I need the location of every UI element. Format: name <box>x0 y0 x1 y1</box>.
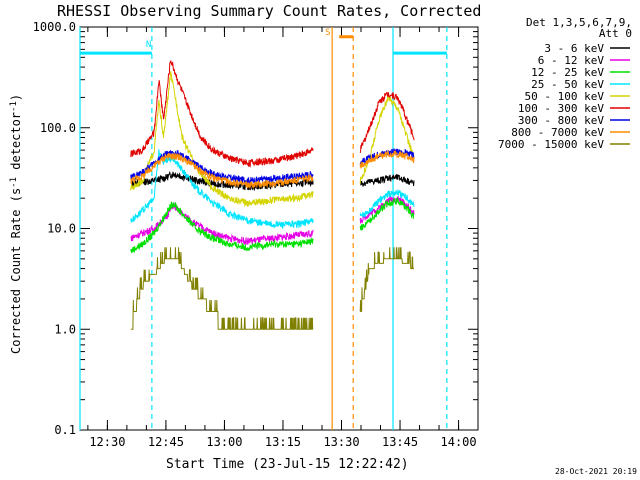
series-line-100-300- <box>130 60 314 168</box>
y-label-part1: Corrected Count Rate (s <box>9 188 23 354</box>
x-tick-label: 13:30 <box>323 435 359 449</box>
marker-label: N <box>146 40 151 50</box>
series-line-50-100- <box>130 71 314 208</box>
marker-lines: NS <box>79 27 448 430</box>
y-axis-label: Corrected Count Rate (s-1 detector-1) <box>9 94 23 354</box>
series-line-100-300- <box>359 91 415 154</box>
series-line-12-25- <box>359 197 415 231</box>
series-line-7000-15000- <box>130 247 314 330</box>
legend-header-line: Det 1,3,5,6,7,9, <box>526 16 632 29</box>
y-label-part3: ) <box>9 94 23 101</box>
legend-entry-label: 100 - 300 keV <box>518 102 604 115</box>
x-tick-label: 12:30 <box>89 435 125 449</box>
x-axis-label: Start Time (23-Jul-15 12:22:42) <box>166 457 409 472</box>
legend-entry-label: 25 - 50 keV <box>531 78 604 91</box>
plot-border <box>79 26 479 431</box>
legend-entry-label: 12 - 25 keV <box>531 66 604 79</box>
timestamp: 28-Oct-2021 20:19 <box>555 467 637 476</box>
legend-entry-label: 800 - 7000 keV <box>511 126 604 139</box>
y-label-sup1: -1 <box>9 177 19 188</box>
legend-entry-label: 3 - 6 keV <box>544 42 604 55</box>
y-label-sup2: -1 <box>9 101 19 112</box>
x-tick-label: 13:45 <box>382 435 418 449</box>
y-tick-label: 0.1 <box>54 423 76 437</box>
y-tick-label: 10.0 <box>47 222 76 236</box>
y-tick-label: 1000.0 <box>33 20 76 34</box>
series-group <box>130 60 415 330</box>
legend-entry-label: 50 - 100 keV <box>525 90 605 103</box>
series-line-50-100- <box>359 94 415 184</box>
series-line-12-25- <box>130 201 314 254</box>
series-line-800-7000- <box>130 152 314 190</box>
y-axis: 0.1 1.0 10.0 100.0 1000.0 <box>33 20 478 437</box>
plot-frame <box>79 26 479 431</box>
legend-entry-label: 7000 - 15000 keV <box>498 138 604 151</box>
x-tick-label: 13:00 <box>206 435 242 449</box>
y-tick-label: 1.0 <box>54 322 76 336</box>
series-line-6-12- <box>130 202 314 246</box>
series-line-3-6- <box>359 174 415 187</box>
legend-entry-label: 6 - 12 keV <box>538 54 605 67</box>
legend-entry-label: 300 - 800 keV <box>518 114 604 127</box>
series-line-800-7000- <box>359 149 415 169</box>
x-axis: 12:30 12:45 13:00 13:15 13:30 13:45 14:00 <box>87 27 477 449</box>
x-tick-label: 14:00 <box>441 435 477 449</box>
x-tick-label: 13:15 <box>265 435 301 449</box>
x-tick-label: 12:45 <box>148 435 184 449</box>
legend-header-line: Att 0 <box>599 27 632 40</box>
y-tick-label: 100.0 <box>40 121 76 135</box>
chart-title: RHESSI Observing Summary Count Rates, Co… <box>57 2 481 20</box>
y-label-part2: detector <box>9 112 23 177</box>
series-line-25-50- <box>359 189 415 218</box>
series-line-7000-15000- <box>359 247 414 312</box>
marker-label: S <box>325 28 330 38</box>
